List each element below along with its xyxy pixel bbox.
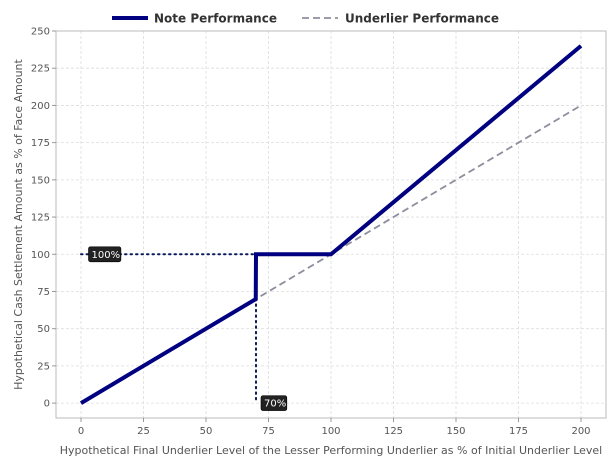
- y-tick-label: 225: [31, 64, 50, 75]
- annotations: 100% 70%: [88, 246, 288, 411]
- x-tick-label: 75: [262, 426, 275, 437]
- y-tick-label: 100: [31, 250, 50, 261]
- y-tick-label: 25: [37, 361, 50, 372]
- x-tick-label: 175: [509, 426, 528, 437]
- y-tick-label: 175: [31, 138, 50, 149]
- plot-area: [55, 30, 607, 419]
- x-tick-label: 150: [446, 426, 465, 437]
- annotation-box: 70%: [260, 395, 288, 411]
- y-tick-label: 250: [31, 27, 50, 38]
- x-tick-label: 25: [137, 426, 150, 437]
- y-tick-label: 75: [37, 287, 50, 298]
- x-tick-label: 125: [384, 426, 403, 437]
- y-tick-label: 50: [37, 324, 50, 335]
- y-axis-ticks: 0 25 50 75 100 125 150 175 200 225 250: [31, 27, 56, 410]
- y-tick-label: 125: [31, 213, 50, 224]
- x-tick-label: 0: [78, 426, 84, 437]
- x-tick-label: 200: [571, 426, 590, 437]
- y-tick-label: 200: [31, 101, 50, 112]
- annotation-box: 100%: [88, 246, 122, 263]
- legend: Note Performance Underlier Performance: [112, 12, 499, 26]
- grid: [56, 30, 606, 418]
- y-tick-label: 150: [31, 175, 50, 186]
- x-tick-label: 50: [200, 426, 213, 437]
- legend-label-note-performance: Note Performance: [154, 12, 277, 26]
- legend-label-underlier-performance: Underlier Performance: [345, 12, 499, 26]
- y-tick-label: 0: [44, 399, 50, 410]
- x-axis-label: Hypothetical Final Underlier Level of th…: [60, 444, 603, 457]
- x-tick-label: 100: [321, 426, 340, 437]
- annotation-label: 100%: [92, 250, 121, 261]
- series-line-note-performance: [79, 44, 583, 405]
- y-axis-label: Hypothetical Cash Settlement Amount as %…: [12, 58, 25, 389]
- series-lines: [79, 44, 583, 405]
- x-axis-ticks: 0 25 50 75 100 125 150 175 200: [78, 418, 591, 437]
- annotation-label: 70%: [264, 399, 286, 410]
